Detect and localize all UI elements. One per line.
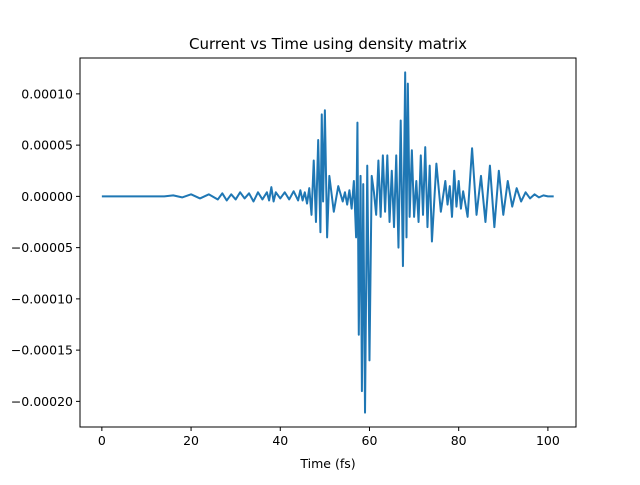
chart-title: Current vs Time using density matrix [189, 35, 467, 53]
y-tick-label: 0.00010 [21, 86, 73, 101]
y-tick-label: −0.00010 [11, 291, 73, 306]
x-tick-label: 20 [183, 433, 199, 448]
y-tick-label: −0.00005 [11, 240, 73, 255]
x-tick-label: 100 [536, 433, 560, 448]
plot-area [101, 71, 554, 414]
x-tick-label: 0 [98, 433, 106, 448]
y-axis-ticks: 0.00010 0.00005 0.00000 −0.00005 −0.00010 −0.… [11, 86, 80, 409]
y-tick-label: 0.00005 [21, 138, 73, 153]
x-tick-label: 80 [451, 433, 467, 448]
x-axis-ticks: 0 20 40 60 80 100 [98, 427, 560, 448]
y-tick-label: −0.00015 [11, 343, 73, 358]
x-tick-label: 40 [272, 433, 288, 448]
y-tick-label: −0.00020 [11, 394, 73, 409]
axes-frame [79, 57, 577, 428]
x-axis-label: Time (fs) [299, 456, 355, 471]
series-line-0 [101, 71, 554, 414]
x-tick-label: 60 [362, 433, 378, 448]
y-tick-label: 0.00000 [21, 189, 73, 204]
